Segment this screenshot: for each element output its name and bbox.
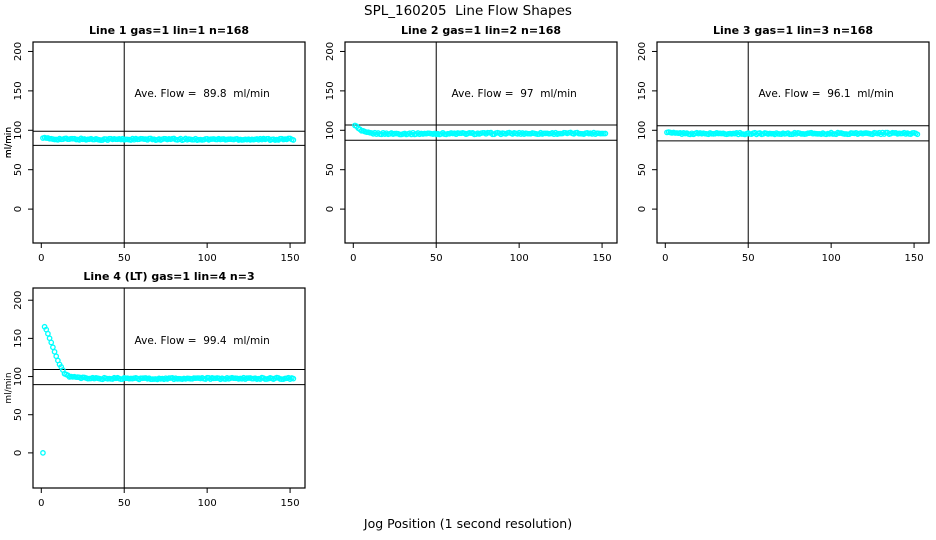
y-tick-label: 50 bbox=[13, 408, 24, 421]
x-tick-label: 0 bbox=[350, 253, 356, 264]
y-tick-label: 200 bbox=[13, 42, 24, 61]
y-tick-label: 50 bbox=[637, 163, 648, 176]
x-tick-label: 150 bbox=[281, 498, 300, 509]
x-tick-label: 50 bbox=[118, 498, 131, 509]
y-tick-label: 200 bbox=[637, 42, 648, 61]
panel-title-line-4: Line 4 (LT) gas=1 lin=4 n=3 bbox=[83, 270, 255, 283]
data-point bbox=[45, 330, 51, 337]
y-tick-label: 0 bbox=[13, 206, 24, 212]
y-tick-label: 0 bbox=[13, 450, 24, 456]
plot-border bbox=[32, 41, 306, 244]
panel-title-line-2: Line 2 gas=1 lin=2 n=168 bbox=[400, 24, 562, 37]
outlier-point bbox=[40, 450, 46, 456]
plot-border bbox=[344, 41, 618, 244]
x-axis: 0 50 100 150 bbox=[38, 243, 300, 264]
y-tick-label: 0 bbox=[637, 206, 648, 212]
x-axis: 0 50 100 150 bbox=[662, 243, 924, 264]
x-tick-label: 50 bbox=[118, 253, 131, 264]
y-tick-label: 200 bbox=[325, 42, 336, 61]
panel-line-2: 0 50 100 150 0 50 100 150 200 ml/min bbox=[4, 41, 618, 264]
y-tick-label: 150 bbox=[325, 81, 336, 100]
y-tick-label: 50 bbox=[13, 163, 24, 176]
y-tick-label: 100 bbox=[13, 367, 24, 386]
data-point bbox=[290, 375, 297, 382]
x-tick-label: 0 bbox=[662, 253, 668, 264]
x-tick-label: 0 bbox=[38, 253, 44, 264]
x-tick-label: 100 bbox=[510, 253, 529, 264]
y-axis: 0 50 100 150 200 bbox=[637, 42, 657, 212]
data-points bbox=[40, 134, 297, 144]
avg-flow-annotation-line-3: Ave. Flow = 96.1 ml/min bbox=[758, 88, 894, 101]
data-points bbox=[40, 323, 297, 456]
y-tick-label: 150 bbox=[13, 81, 24, 100]
avg-flow-annotation-line-2: Ave. Flow = 97 ml/min bbox=[451, 88, 577, 101]
plot-border bbox=[32, 287, 306, 489]
y-axis: 0 50 100 150 200 bbox=[13, 291, 33, 456]
data-point bbox=[914, 131, 921, 138]
panel-line-1: 0 50 100 150 0 50 100 150 200 ml/min bbox=[4, 41, 306, 264]
data-point bbox=[602, 130, 609, 137]
y-tick-label: 150 bbox=[13, 329, 24, 348]
x-tick-label: 0 bbox=[38, 498, 44, 509]
y-tick-label: 150 bbox=[637, 81, 648, 100]
y-axis-label: ml/min bbox=[4, 127, 14, 158]
plot-border bbox=[656, 41, 930, 244]
panel-line-4: 0 50 100 150 0 50 100 150 200 ml/min bbox=[4, 287, 306, 509]
x-axis-label: Jog Position (1 second resolution) bbox=[363, 516, 573, 531]
avg-flow-annotation-line-4: Ave. Flow = 99.4 ml/min bbox=[134, 335, 270, 348]
y-axis-label: ml/min bbox=[4, 127, 14, 158]
data-point bbox=[50, 344, 56, 351]
y-axis-label: ml/min bbox=[4, 127, 14, 158]
x-tick-label: 150 bbox=[281, 253, 300, 264]
x-tick-label: 150 bbox=[593, 253, 612, 264]
y-tick-label: 100 bbox=[637, 121, 648, 140]
data-point bbox=[290, 137, 297, 143]
x-tick-label: 150 bbox=[905, 253, 924, 264]
x-axis: 0 50 100 150 bbox=[350, 243, 612, 264]
y-tick-label: 0 bbox=[325, 206, 336, 212]
x-tick-label: 100 bbox=[198, 253, 217, 264]
panel-title-line-1: Line 1 gas=1 lin=1 n=168 bbox=[88, 24, 250, 37]
data-points bbox=[352, 122, 609, 138]
y-tick-label: 50 bbox=[325, 163, 336, 176]
y-tick-label: 100 bbox=[13, 121, 24, 140]
x-axis: 0 50 100 150 bbox=[38, 488, 300, 509]
x-tick-label: 50 bbox=[430, 253, 443, 264]
y-axis-label: ml/min bbox=[4, 372, 14, 403]
avg-flow-annotation-line-1: Ave. Flow = 89.8 ml/min bbox=[134, 88, 270, 101]
data-point bbox=[51, 348, 58, 355]
x-tick-label: 100 bbox=[822, 253, 841, 264]
data-point bbox=[48, 339, 55, 346]
data-points bbox=[664, 129, 921, 138]
chart-main-title: SPL_160205 Line Flow Shapes bbox=[364, 3, 572, 19]
x-tick-label: 50 bbox=[742, 253, 755, 264]
y-axis: 0 50 100 150 200 bbox=[13, 42, 33, 212]
panel-title-line-3: Line 3 gas=1 lin=3 n=168 bbox=[712, 24, 874, 37]
y-tick-label: 100 bbox=[325, 121, 336, 140]
panel-line-3: 0 50 100 150 0 50 100 150 200 ml/min bbox=[4, 41, 930, 264]
x-tick-label: 100 bbox=[198, 498, 217, 509]
y-tick-label: 200 bbox=[13, 291, 24, 310]
y-axis: 0 50 100 150 200 bbox=[325, 42, 345, 212]
